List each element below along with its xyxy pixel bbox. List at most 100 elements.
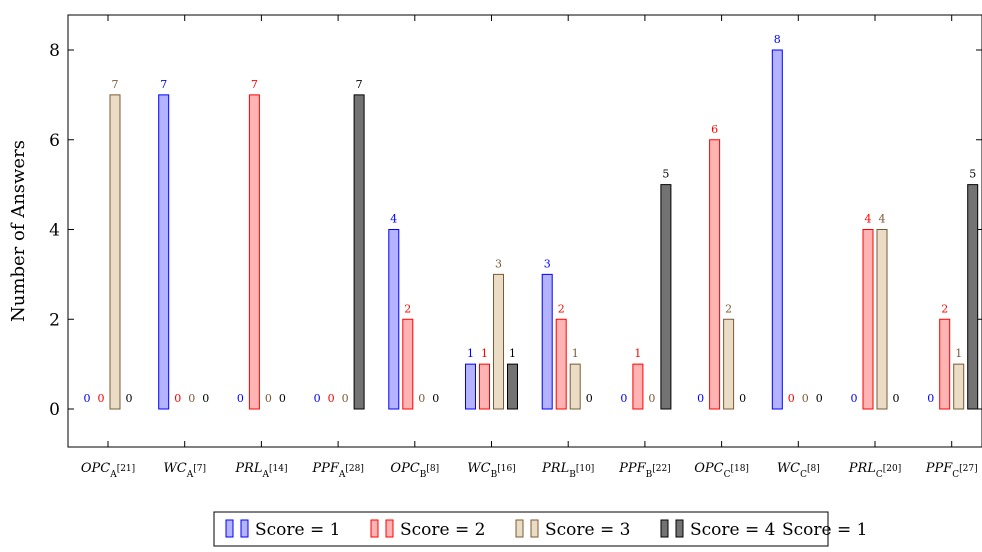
legend-swatch — [225, 519, 234, 538]
bar — [939, 318, 951, 410]
data-label: 0 — [98, 392, 105, 405]
data-label: 0 — [586, 392, 593, 405]
data-label: 0 — [265, 392, 272, 405]
data-label: 0 — [620, 392, 627, 405]
data-label: 0 — [342, 392, 349, 405]
bar — [967, 184, 979, 410]
x-tick-label: PPFB[22] — [618, 461, 671, 480]
data-label: 0 — [188, 392, 195, 405]
data-label: 0 — [697, 392, 704, 405]
x-tick-label: OPCB[8] — [390, 461, 439, 480]
data-label: 0 — [418, 392, 425, 405]
data-label: 1 — [509, 347, 516, 360]
y-axis: 0 2 4 6 8 — [49, 41, 982, 420]
bar — [402, 318, 414, 410]
data-label: 4 — [865, 213, 872, 226]
x-tick-label: WCA[7] — [163, 461, 206, 480]
data-label: 0 — [893, 392, 900, 405]
x-axis: OPCA[21] WCA[7] PRLA[14] PPFA[28] OPCB[8] WCB… — [81, 15, 978, 480]
y-tick-label: 4 — [49, 221, 60, 241]
data-label: 2 — [725, 302, 732, 315]
y-tick-label: 6 — [49, 131, 60, 151]
data-label: 2 — [558, 302, 565, 315]
bar — [541, 273, 553, 410]
data-label: 7 — [356, 78, 363, 91]
x-tick-label: WCB[16] — [467, 461, 515, 480]
data-label: 0 — [851, 392, 858, 405]
bar — [248, 94, 260, 410]
data-label: 0 — [202, 392, 209, 405]
bar — [723, 318, 735, 410]
bar — [569, 363, 581, 410]
x-tick-label: PPFC[27] — [925, 461, 978, 480]
bar — [771, 49, 783, 410]
bar — [388, 229, 400, 410]
data-label: 0 — [816, 392, 823, 405]
y-tick-label: 0 — [49, 400, 60, 420]
y-axis-label: Number of Answers — [8, 140, 29, 322]
x-tick-label: PRLA[14] — [234, 461, 287, 480]
data-label: 1 — [467, 347, 474, 360]
bars — [109, 49, 979, 410]
data-label: 7 — [112, 78, 119, 91]
legend: Score = 1 Score = 2 Score = 3 Score = 4 Scor… — [213, 511, 867, 547]
bar — [507, 363, 518, 410]
bar — [876, 229, 888, 410]
data-label: 2 — [404, 302, 411, 315]
data-label: 5 — [969, 168, 976, 181]
data-label: 0 — [279, 392, 286, 405]
bar — [353, 94, 365, 410]
data-label: 0 — [328, 392, 335, 405]
legend-label-extra: Score = 1 — [782, 520, 867, 540]
data-label: 0 — [432, 392, 439, 405]
x-tick-label: PPFA[28] — [311, 461, 364, 480]
data-label: 0 — [84, 392, 91, 405]
legend-swatch — [530, 519, 539, 538]
bar — [158, 94, 170, 410]
bar — [953, 363, 965, 410]
bar — [109, 94, 121, 410]
data-label: 1 — [572, 347, 579, 360]
y-tick-label: 8 — [49, 41, 60, 61]
legend-label: Score = 2 — [400, 520, 485, 540]
data-label: 0 — [788, 392, 795, 405]
data-label: 2 — [941, 302, 948, 315]
legend-label: Score = 3 — [545, 520, 630, 540]
x-tick-label: OPCA[21] — [81, 461, 135, 480]
legend-swatch — [385, 519, 394, 538]
data-label: 0 — [927, 392, 934, 405]
data-label: 0 — [126, 392, 133, 405]
legend-swatch — [240, 519, 249, 538]
legend-swatch — [370, 519, 379, 538]
x-tick-label: PRLC[20] — [848, 461, 902, 480]
legend-swatch — [515, 519, 524, 538]
data-label: 1 — [481, 347, 488, 360]
data-label: 0 — [739, 392, 746, 405]
plot-frame — [67, 14, 982, 448]
data-label: 6 — [711, 123, 718, 136]
bar — [709, 139, 721, 410]
data-label: 0 — [802, 392, 809, 405]
data-label: 7 — [251, 78, 258, 91]
legend-swatch — [660, 519, 669, 538]
data-label: 8 — [774, 33, 781, 46]
bar — [632, 363, 644, 410]
data-label: 4 — [390, 213, 397, 226]
data-label: 3 — [544, 257, 551, 270]
x-tick-label: WCC[8] — [777, 461, 820, 480]
data-label: 0 — [314, 392, 321, 405]
data-label: 7 — [160, 78, 167, 91]
data-label: 1 — [955, 347, 962, 360]
x-tick-label: OPCC[18] — [694, 461, 749, 480]
bar — [493, 273, 504, 410]
data-label: 4 — [879, 213, 886, 226]
data-label: 0 — [237, 392, 244, 405]
bar — [660, 184, 672, 410]
bar — [555, 318, 567, 410]
data-label: 5 — [662, 168, 669, 181]
legend-swatch — [675, 519, 684, 538]
data-label: 1 — [634, 347, 641, 360]
data-label: 3 — [495, 257, 502, 270]
